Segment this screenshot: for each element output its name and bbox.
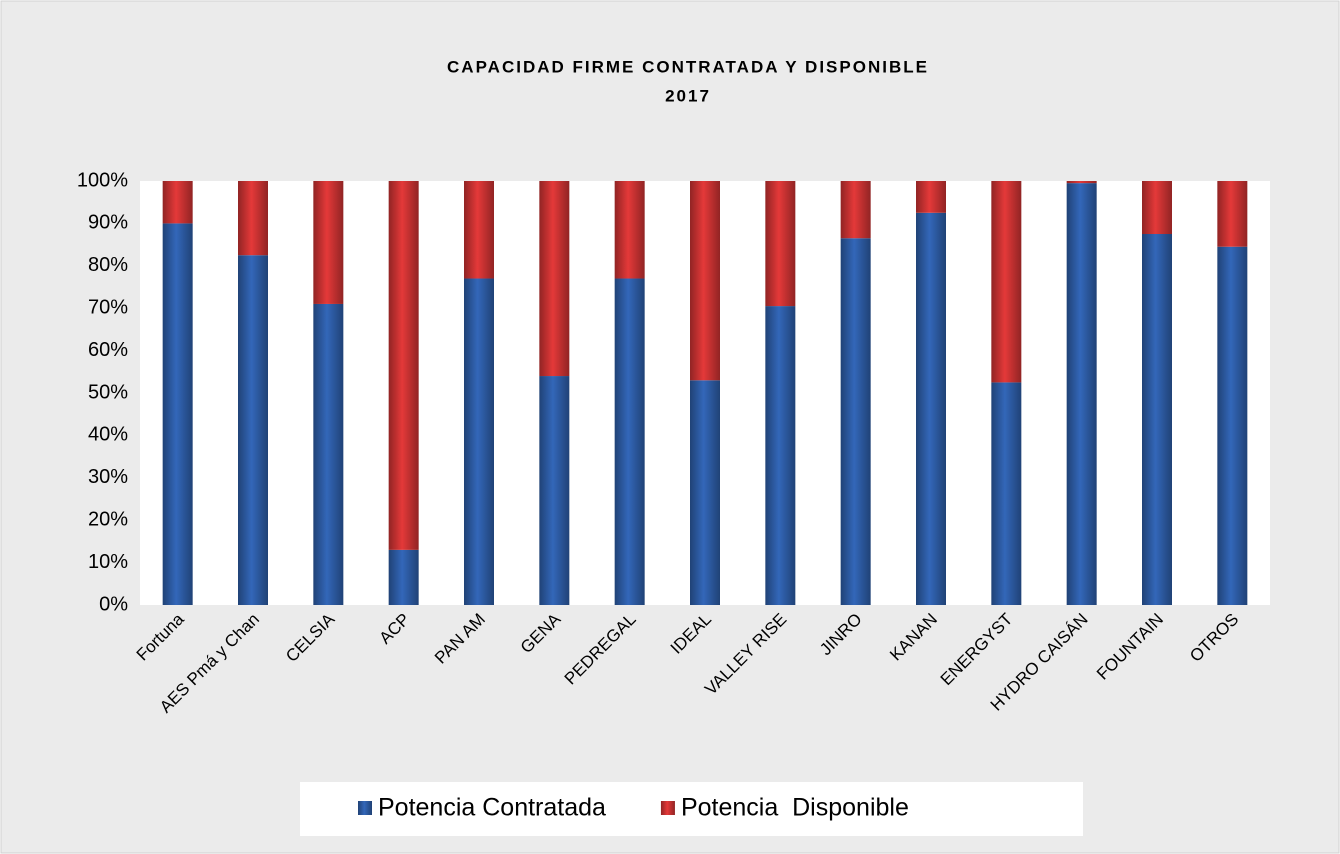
bar-segment [690,181,720,381]
bar-segment [690,380,720,605]
bar-segment [464,181,494,279]
legend-label: Potencia Disponible [681,794,909,822]
y-tick-label: 100% [77,169,128,191]
bar-segment [840,238,871,606]
bar-segment [840,181,871,239]
bar-segment [313,181,344,304]
bar-segment [539,181,570,377]
bar-segment [916,181,946,213]
bar-segment [313,303,344,605]
bar-segment [238,255,268,605]
bar-segment [1217,181,1248,247]
y-tick-label: 40% [88,424,128,446]
y-tick-label: 90% [88,212,128,234]
bar-segment [765,181,796,307]
bar-segment [1066,181,1097,184]
bar-segment [614,181,645,279]
legend-label: Potencia Contratada [378,794,606,822]
y-tick-label: 60% [88,339,128,361]
bar-segment [539,376,570,605]
bar-segment [916,212,946,606]
bar-segment [765,306,796,605]
y-tick-label: 80% [88,254,128,276]
bar-segment [1142,181,1172,234]
bar-segment [162,223,193,605]
y-tick-label: 30% [88,466,128,488]
bar-segment [464,278,494,605]
bar-segment [1217,246,1248,605]
legend-swatch [358,801,372,815]
y-tick-label: 0% [99,593,128,615]
bar-segment [991,382,1022,605]
y-tick-label: 70% [88,296,128,318]
chart-title: CAPACIDAD FIRME CONTRATADA Y DISPONIBLE [447,57,929,76]
bar-segment [991,181,1022,383]
bar-segment [162,181,193,224]
legend-box [300,782,1083,836]
legend-swatch [660,801,675,815]
bar-segment [1066,183,1097,605]
y-tick-label: 50% [88,381,128,403]
bar-segment [388,181,419,550]
bar-segment [1142,234,1172,605]
y-tick-label: 10% [88,551,128,573]
bar-segment [388,549,419,605]
bar-segment [238,181,268,256]
y-tick-label: 20% [88,508,128,530]
chart-title: 2017 [665,86,711,105]
bar-segment [614,278,645,605]
